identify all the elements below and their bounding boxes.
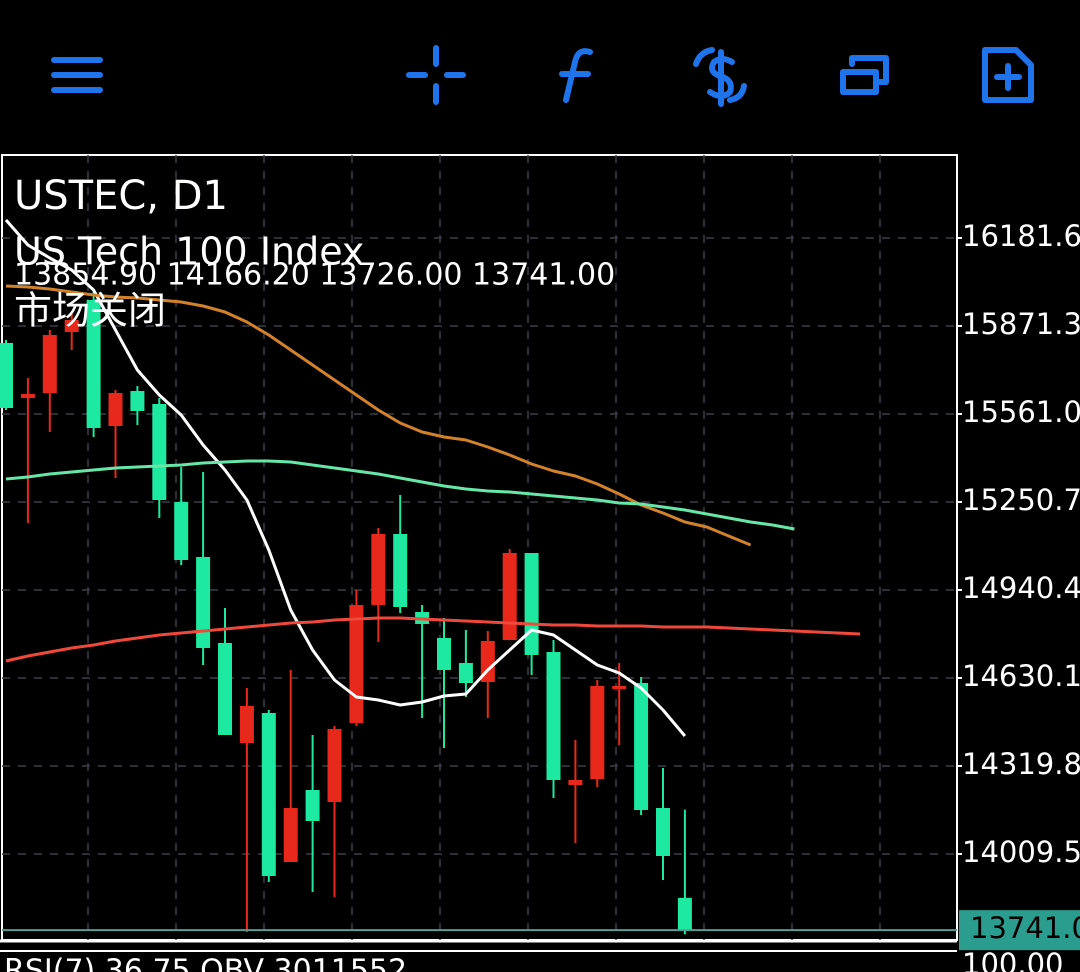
- candle-body: [458, 663, 473, 684]
- candle-body: [108, 392, 123, 427]
- y-tick-label: 14940.4: [962, 571, 1080, 605]
- y-tick-label: 15250.7: [962, 483, 1080, 517]
- candle-body: [20, 394, 35, 399]
- candle-body: [196, 557, 211, 649]
- indicator-text: RSI(7) 36.75 OBV 3011552: [4, 954, 407, 972]
- labels: USTEC, D1 US Tech 100 Index 13854.90 141…: [4, 173, 1080, 972]
- windows-button[interactable]: [840, 55, 889, 95]
- crosshair-button[interactable]: [406, 45, 466, 105]
- candle-body: [502, 553, 517, 641]
- candle-body: [656, 807, 670, 856]
- candle-body: [218, 642, 232, 735]
- last-price-box: [959, 910, 1080, 951]
- candle-body: [677, 897, 692, 931]
- candle-body: [371, 534, 386, 605]
- indicators-button[interactable]: [559, 48, 593, 103]
- candle-body: [0, 342, 13, 408]
- candle-body: [261, 713, 276, 876]
- y-tick-label: 16181.6: [962, 219, 1080, 253]
- moving-average-line: [5, 616, 861, 663]
- candle-body: [524, 553, 539, 655]
- candle-body: [546, 652, 561, 780]
- new-order-button[interactable]: [982, 47, 1034, 103]
- ohlc-text: 13854.90 14166.20 13726.00 13741.00: [14, 258, 615, 293]
- candle-body: [349, 604, 364, 723]
- moving-average-line: [5, 459, 795, 531]
- candle-body: [634, 683, 649, 810]
- candle-body: [437, 637, 451, 670]
- candle-body: [327, 729, 342, 803]
- y-tick-label: 15561.0: [962, 395, 1080, 429]
- candle-body: [152, 403, 167, 500]
- candle-body: [393, 534, 408, 607]
- y-tick-label: 14630.1: [962, 659, 1080, 693]
- y-tick-label: 14009.5: [962, 835, 1080, 869]
- candle-body: [568, 779, 583, 785]
- last-price-label: 13741.0: [970, 911, 1080, 945]
- chart-subtitle: US Tech 100 Index: [14, 230, 364, 274]
- y-tick-label: 15871.3: [962, 307, 1080, 341]
- chart-title: USTEC, D1: [14, 173, 228, 219]
- candle-body: [612, 685, 627, 689]
- candle-body: [64, 319, 79, 332]
- candle-body: [239, 706, 254, 743]
- trade-button[interactable]: [693, 47, 747, 107]
- candle-body: [86, 300, 101, 428]
- candle-body: [590, 685, 605, 780]
- candle-body: [42, 334, 57, 393]
- plot: [0, 219, 1080, 951]
- candle-body: [174, 502, 189, 561]
- y-tick-label: 14319.8: [962, 747, 1080, 781]
- moving-average-line: [4, 219, 687, 737]
- market-status: 市场关闭: [14, 289, 166, 333]
- menu-button[interactable]: [51, 57, 103, 93]
- candle-body: [130, 391, 145, 412]
- indicator-tick-label: 100.00: [962, 947, 1063, 972]
- candle-body: [305, 790, 320, 822]
- moving-average-line: [5, 284, 752, 547]
- candle-body: [283, 807, 298, 863]
